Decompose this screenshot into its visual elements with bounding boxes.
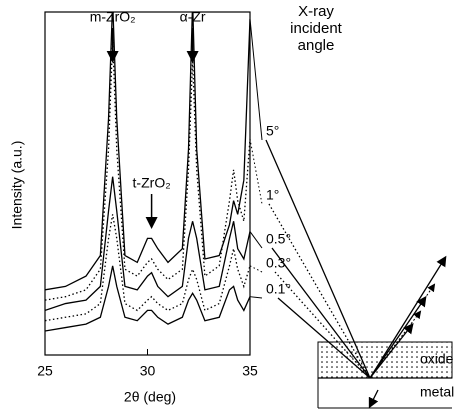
reflected-ray bbox=[369, 255, 447, 379]
series-line bbox=[45, 265, 250, 332]
series-line bbox=[45, 214, 250, 322]
annotation: t-ZrO₂ bbox=[133, 175, 171, 191]
series-line bbox=[45, 176, 250, 312]
leader-line bbox=[249, 18, 263, 141]
transmitted-ray bbox=[368, 389, 379, 409]
annotation: m-ZrO₂ bbox=[90, 9, 136, 25]
x-tick-label: 30 bbox=[140, 363, 156, 379]
legend-label: 0.5° bbox=[266, 231, 291, 247]
x-tick-label: 35 bbox=[242, 363, 258, 379]
reflected-ray bbox=[369, 322, 414, 379]
incident-ray bbox=[277, 297, 371, 379]
legend-label: 1° bbox=[266, 187, 279, 203]
inset-diagram: oxide metal bbox=[317, 255, 454, 409]
x-tick-label: 25 bbox=[37, 363, 53, 379]
legend-label: 0.1° bbox=[266, 281, 291, 297]
inset-label: oxide bbox=[420, 351, 454, 367]
legend-label: 0.3° bbox=[266, 255, 291, 271]
incident-ray bbox=[271, 247, 371, 379]
legend-title: X-ray incident angle bbox=[290, 3, 342, 54]
leader-line bbox=[249, 138, 263, 205]
series-line bbox=[45, 12, 250, 291]
leader-line bbox=[249, 296, 263, 299]
series-line bbox=[45, 39, 250, 301]
leader-line bbox=[249, 231, 263, 249]
incident-ray bbox=[265, 139, 371, 379]
incident-ray bbox=[268, 203, 371, 379]
legend-label: 5° bbox=[266, 123, 279, 139]
leader-line bbox=[249, 265, 263, 273]
x-axis-label: 2θ (deg) bbox=[124, 389, 176, 405]
y-axis-label: Intensity (a.u.) bbox=[9, 141, 25, 230]
inset-label: metal bbox=[420, 384, 454, 400]
annotation: α-Zr bbox=[180, 9, 206, 25]
